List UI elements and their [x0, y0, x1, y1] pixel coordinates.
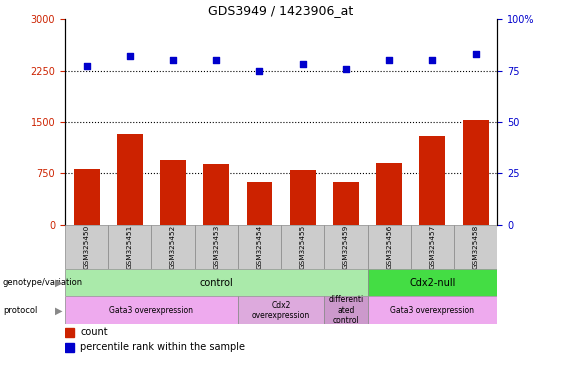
Text: GSM325456: GSM325456 [386, 225, 392, 269]
Text: genotype/variation: genotype/variation [3, 278, 83, 287]
Text: GSM325452: GSM325452 [170, 225, 176, 269]
Text: Cdx2
overexpression: Cdx2 overexpression [252, 301, 310, 320]
Point [168, 57, 177, 63]
Text: Gata3 overexpression: Gata3 overexpression [390, 306, 475, 315]
Text: percentile rank within the sample: percentile rank within the sample [80, 342, 245, 352]
Text: GSM325453: GSM325453 [213, 225, 219, 269]
Bar [73, 169, 99, 225]
Text: GSM325458: GSM325458 [472, 225, 479, 269]
Bar [117, 134, 143, 225]
Bar [411, 225, 454, 269]
Text: ▶: ▶ [55, 305, 62, 315]
Text: GSM325455: GSM325455 [299, 225, 306, 269]
Bar [367, 225, 411, 269]
Bar [246, 182, 272, 225]
Text: GSM325450: GSM325450 [84, 225, 90, 269]
Bar [367, 296, 497, 324]
Bar [376, 163, 402, 225]
Point [212, 57, 221, 63]
Bar [463, 120, 489, 225]
Bar [65, 343, 75, 352]
Bar [65, 296, 238, 324]
Bar [194, 225, 238, 269]
Bar [238, 296, 324, 324]
Bar [324, 296, 368, 324]
Text: protocol: protocol [3, 306, 37, 315]
Bar [238, 225, 281, 269]
Text: GSM325454: GSM325454 [257, 225, 263, 269]
Text: GSM325457: GSM325457 [429, 225, 436, 269]
Bar [203, 164, 229, 225]
Text: Cdx2-null: Cdx2-null [409, 278, 455, 288]
Bar [65, 269, 368, 296]
Bar [454, 225, 497, 269]
Bar [367, 269, 497, 296]
Bar [419, 136, 445, 225]
Text: ▶: ▶ [55, 278, 62, 288]
Point [471, 51, 480, 57]
Point [298, 61, 307, 68]
Bar [333, 182, 359, 225]
Text: GSM325459: GSM325459 [343, 225, 349, 269]
Bar [65, 328, 75, 337]
Point [385, 57, 394, 63]
Bar [290, 170, 316, 225]
Text: GSM325451: GSM325451 [127, 225, 133, 269]
Point [428, 57, 437, 63]
Point [125, 53, 134, 59]
Text: control: control [199, 278, 233, 288]
Bar [281, 225, 324, 269]
Title: GDS3949 / 1423906_at: GDS3949 / 1423906_at [208, 3, 354, 17]
Bar [160, 160, 186, 225]
Point [255, 68, 264, 74]
Point [341, 65, 350, 71]
Bar [324, 225, 368, 269]
Text: Gata3 overexpression: Gata3 overexpression [110, 306, 193, 315]
Bar [108, 225, 151, 269]
Text: differenti
ated
control: differenti ated control [328, 295, 363, 325]
Point [82, 63, 91, 70]
Bar [65, 225, 108, 269]
Text: count: count [80, 328, 108, 338]
Bar [151, 225, 194, 269]
